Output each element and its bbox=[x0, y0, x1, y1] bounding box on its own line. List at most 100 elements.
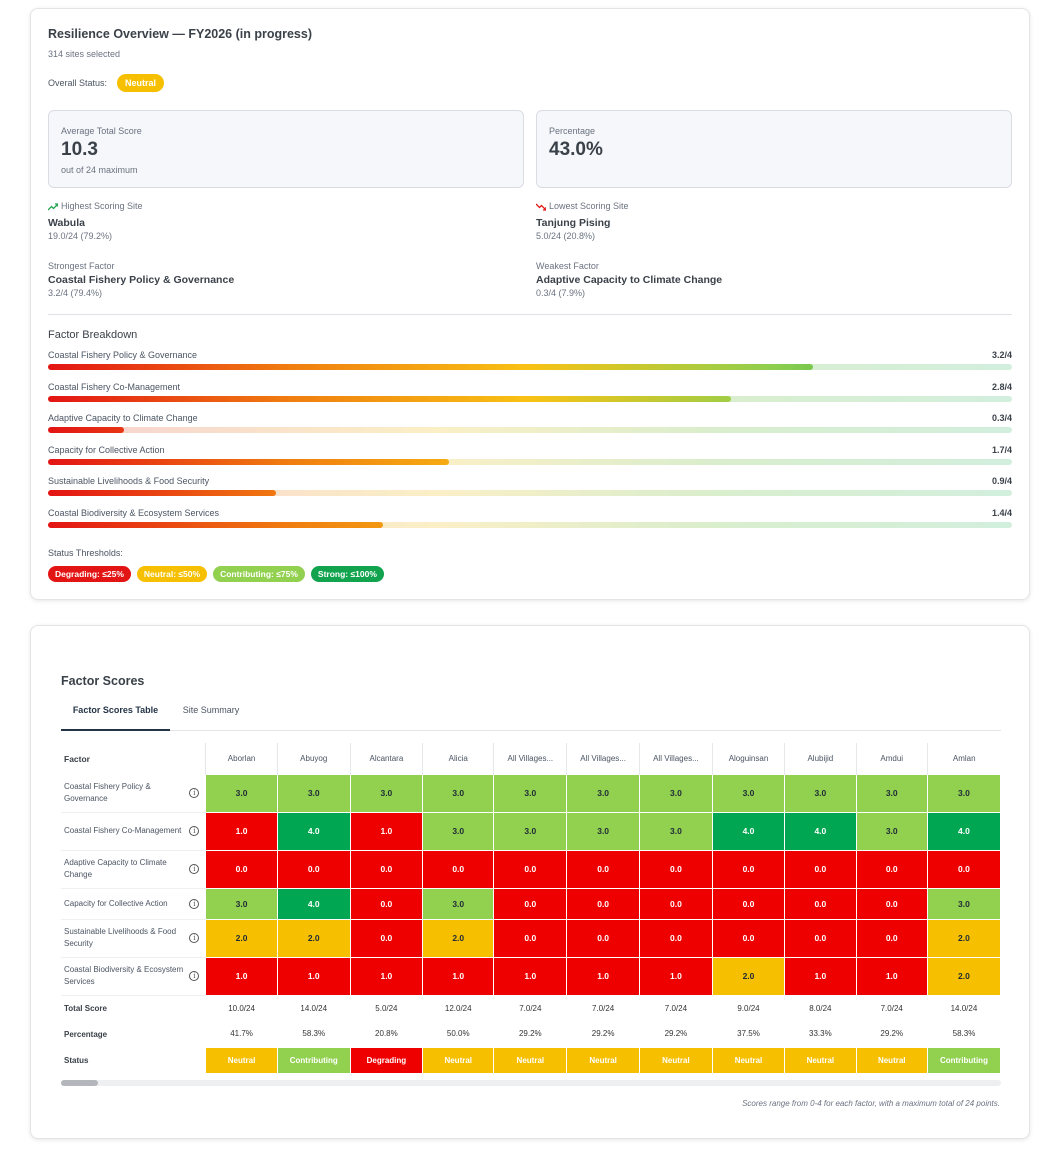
site-column-header[interactable]: Abuyog bbox=[276, 743, 351, 774]
score-cell: 3.0 bbox=[422, 887, 495, 920]
factor-scores-table-scroll[interactable]: Factor Aborlan Abuyog Alcantara Alicia All Vi… bbox=[61, 743, 1001, 1073]
site-column-header[interactable]: Alcantara bbox=[349, 743, 423, 774]
score-cell: 0.0 bbox=[639, 849, 713, 889]
site-column-header[interactable]: Aloguinsan bbox=[711, 743, 785, 774]
scrollbar-thumb[interactable] bbox=[61, 1080, 98, 1086]
score-cell: 3.0 bbox=[276, 773, 351, 813]
score-cell: 2.0 bbox=[205, 918, 278, 958]
factor-name: Coastal Fishery Co-Management bbox=[64, 826, 182, 835]
factor-scores-table: Factor Aborlan Abuyog Alcantara Alicia All Vi… bbox=[61, 743, 1001, 1073]
factor-breakdown-row: Capacity for Collective Action 1.7/4 bbox=[48, 445, 1012, 465]
factor-score-row: Coastal Fishery Policy & Governance i 3.0 3… bbox=[61, 773, 1001, 813]
score-cell: 3.0 bbox=[422, 773, 495, 813]
percentage-box: Percentage 43.0% bbox=[536, 110, 1012, 188]
factor-name: Sustainable Livelihoods & Food Security bbox=[64, 927, 177, 948]
factor-progress-fill bbox=[48, 427, 125, 433]
average-total-score-value: 10.3 bbox=[61, 139, 98, 160]
tab-factor-scores-table[interactable]: Factor Scores Table bbox=[61, 697, 170, 731]
factor-breakdown-row: Sustainable Livelihoods & Food Security 0… bbox=[48, 476, 1012, 496]
score-cell: 0.0 bbox=[205, 849, 278, 889]
lowest-scoring-site-label: Lowest Scoring Site bbox=[549, 201, 629, 211]
score-cell: 0.0 bbox=[784, 887, 857, 920]
factor-scores-card: Factor Scores Factor Scores Table Site S… bbox=[30, 625, 1030, 1139]
info-icon[interactable]: i bbox=[189, 864, 200, 874]
weakest-factor-name: Adaptive Capacity to Climate Change bbox=[536, 274, 723, 286]
weakest-factor: Weakest Factor Adaptive Capacity to Clim… bbox=[536, 261, 722, 298]
factor-breakdown-row: Coastal Biodiversity & Ecosystem Service… bbox=[48, 508, 1012, 528]
factor-name: Capacity for Collective Action bbox=[64, 898, 168, 908]
site-column-header[interactable]: Amlan bbox=[926, 743, 1001, 774]
site-column-header[interactable]: Amdui bbox=[855, 743, 928, 774]
percentage-row: Percentage 41.7% 58.3% 20.8% 50.0% 29.2% 29.2%… bbox=[61, 1021, 1001, 1047]
threshold-badge: Neutral: ≤50% bbox=[136, 566, 208, 582]
info-icon[interactable]: i bbox=[189, 933, 200, 943]
overview-title: Resilience Overview — FY2026 (in progres… bbox=[48, 27, 313, 41]
info-icon[interactable]: i bbox=[189, 898, 200, 909]
strongest-factor-value: 3.2/4 (79.4%) bbox=[48, 288, 103, 298]
average-total-score-box: Average Total Score 10.3 out of 24 maxim… bbox=[48, 110, 524, 188]
threshold-badge: Strong: ≤100% bbox=[310, 566, 384, 582]
total-score-cell: 8.0/24 bbox=[809, 1003, 832, 1013]
factor-score-row: Adaptive Capacity to Climate Change i 0.0 0… bbox=[61, 849, 1001, 889]
info-icon[interactable]: i bbox=[189, 826, 200, 836]
score-cell: 3.0 bbox=[639, 811, 713, 851]
status-cell: Neutral bbox=[566, 1046, 641, 1073]
site-column-header[interactable]: All Villages... bbox=[493, 743, 567, 774]
total-score-cell: 14.0/24 bbox=[950, 1003, 978, 1013]
score-cell: 0.0 bbox=[711, 887, 786, 920]
threshold-badge: Contributing: ≤75% bbox=[213, 566, 305, 582]
factor-progress-track bbox=[48, 396, 1012, 402]
score-cell: 2.0 bbox=[276, 918, 351, 958]
score-cell: 0.0 bbox=[926, 849, 1001, 889]
overall-status-label: Overall Status: bbox=[48, 78, 108, 88]
horizontal-scrollbar[interactable] bbox=[61, 1080, 1001, 1086]
factor-breakdown-score: 3.2/4 bbox=[991, 350, 1012, 360]
site-column-header[interactable]: Alubijid bbox=[784, 743, 857, 774]
site-column-header[interactable]: All Villages... bbox=[639, 743, 713, 774]
score-cell: 1.0 bbox=[349, 956, 424, 996]
factor-scores-tabs: Factor Scores Table Site Summary bbox=[61, 697, 1001, 731]
factor-row-label: Coastal Fishery Co-Management i bbox=[61, 812, 206, 851]
total-score-cell: 7.0/24 bbox=[880, 1003, 903, 1013]
score-cell: 4.0 bbox=[711, 811, 786, 851]
tab-site-summary[interactable]: Site Summary bbox=[182, 705, 240, 715]
factor-score-row: Capacity for Collective Action i 3.0 4.0 0.0… bbox=[61, 887, 1001, 920]
score-cell: 4.0 bbox=[276, 887, 351, 920]
score-cell: 3.0 bbox=[784, 773, 857, 813]
score-cell: 1.0 bbox=[349, 811, 424, 851]
info-icon[interactable]: i bbox=[189, 971, 200, 981]
status-label: Status bbox=[64, 1055, 89, 1065]
strongest-factor-name: Coastal Fishery Policy & Governance bbox=[48, 274, 235, 286]
score-cell: 3.0 bbox=[926, 887, 1001, 920]
factor-breakdown-row: Coastal Fishery Policy & Governance 3.2/4 bbox=[48, 350, 1012, 370]
factor-breakdown-row: Coastal Fishery Co-Management 2.8/4 bbox=[48, 382, 1012, 402]
percentage-value: 43.0% bbox=[549, 139, 603, 160]
total-score-cell: 14.0/24 bbox=[300, 1003, 328, 1013]
score-cell: 3.0 bbox=[422, 811, 495, 851]
percentage-cell: 20.8% bbox=[375, 1029, 398, 1039]
site-column-header[interactable]: Alicia bbox=[422, 743, 494, 774]
score-cell: 0.0 bbox=[784, 918, 857, 958]
score-cell: 0.0 bbox=[566, 887, 641, 920]
factor-breakdown-score: 1.4/4 bbox=[991, 508, 1012, 518]
score-cell: 3.0 bbox=[566, 811, 641, 851]
factor-breakdown-name: Coastal Biodiversity & Ecosystem Service… bbox=[48, 508, 220, 518]
resilience-overview-card: Resilience Overview — FY2026 (in progres… bbox=[30, 8, 1030, 600]
total-score-label: Total Score bbox=[64, 1003, 107, 1013]
factor-progress-track bbox=[48, 427, 1012, 433]
score-cell: 0.0 bbox=[711, 918, 786, 958]
site-column-header[interactable]: Aborlan bbox=[205, 743, 278, 774]
factor-progress-fill bbox=[48, 490, 277, 496]
score-cell: 0.0 bbox=[349, 918, 424, 958]
score-cell: 1.0 bbox=[493, 956, 568, 996]
score-cell: 3.0 bbox=[855, 773, 928, 813]
lowest-scoring-site: Lowest Scoring Site Tanjung Pising 5.0/2… bbox=[536, 201, 629, 241]
score-cell: 0.0 bbox=[422, 849, 495, 889]
weakest-factor-value: 0.3/4 (7.9%) bbox=[536, 288, 586, 298]
factor-progress-track bbox=[48, 364, 1012, 370]
info-icon[interactable]: i bbox=[189, 787, 200, 798]
score-cell: 3.0 bbox=[493, 811, 568, 851]
status-cell: Neutral bbox=[639, 1046, 713, 1073]
factor-progress-fill bbox=[48, 364, 814, 370]
site-column-header[interactable]: All Villages... bbox=[566, 743, 640, 774]
